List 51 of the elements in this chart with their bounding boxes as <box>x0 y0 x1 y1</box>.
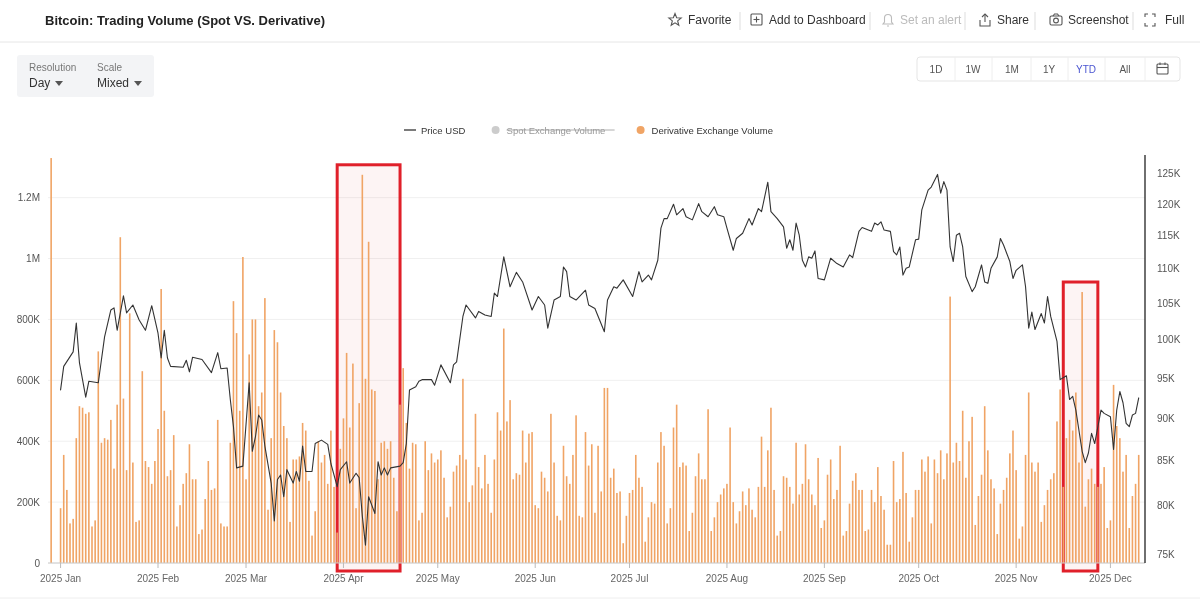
y2-tick-label: 120K <box>1157 198 1181 210</box>
text: 1Y <box>1042 64 1056 75</box>
x-tick-label: 2025 May <box>415 573 460 584</box>
x-tick-label: 2025 Feb <box>136 573 180 584</box>
y2-tick-label: 105K <box>1157 298 1181 310</box>
y-tick-label: 800K <box>16 313 41 325</box>
y2-tick-label: 75K <box>1157 548 1176 560</box>
text: Mixed <box>97 76 130 90</box>
text: All <box>1119 64 1131 75</box>
x-tick-label: 2025 Sep <box>802 573 847 584</box>
y-tick-label: 200K <box>16 496 41 508</box>
text: Scale <box>97 62 123 73</box>
text: 1M <box>1005 64 1019 75</box>
y2-tick-label: 90K <box>1157 412 1176 424</box>
x-tick-label: 2025 Aug <box>705 573 749 584</box>
text: Full <box>1165 13 1185 27</box>
text: Resolution <box>29 62 77 73</box>
text: 1D <box>929 64 943 75</box>
x-tick-label: 2025 Jun <box>514 573 556 584</box>
x-tick-label: 2025 Oct <box>898 573 940 584</box>
text: 1W <box>965 64 982 75</box>
line-series <box>60 173 1140 546</box>
text: Add to Dashboard <box>769 13 866 27</box>
x-tick-label: 2025 Jan <box>39 573 82 584</box>
text: Set an alert <box>900 13 963 27</box>
text: Favorite <box>688 13 732 27</box>
y-tick-label: 1M <box>26 253 40 265</box>
x-tick-label: 2025 Mar <box>224 573 268 584</box>
y2-tick-label: 100K <box>1157 334 1181 346</box>
x-tick-label: 2025 Dec <box>1089 573 1132 584</box>
text: Day <box>29 76 51 90</box>
text: Spot Exchange Volume <box>506 124 606 136</box>
text: Share <box>997 13 1030 27</box>
y2-tick-label: 125K <box>1157 168 1181 180</box>
y2-tick-label: 110K <box>1157 263 1180 275</box>
y-tick-label: 0 <box>34 557 41 569</box>
legend-label: Price USD <box>421 124 466 136</box>
chart-title: Bitcoin: Trading Volume (Spot VS. Derivative) <box>45 13 326 28</box>
y2-tick-label: 95K <box>1157 372 1176 384</box>
x-tick-label: 2025 Nov <box>994 573 1038 584</box>
y-tick-label: 600K <box>16 374 41 386</box>
text: Screenshot <box>1068 13 1130 27</box>
legend-label: Derivative Exchange Volume <box>651 124 774 136</box>
x-tick-label: 2025 Apr <box>323 573 365 584</box>
y2-tick-label: 115K <box>1157 230 1180 242</box>
text: YTD <box>1076 64 1096 75</box>
y2-tick-label: 85K <box>1157 455 1176 467</box>
y-tick-label: 1.2M <box>17 192 40 204</box>
y-tick-label: 400K <box>16 435 41 447</box>
y2-tick-label: 80K <box>1157 500 1176 512</box>
x-tick-label: 2025 Jul <box>610 573 649 584</box>
